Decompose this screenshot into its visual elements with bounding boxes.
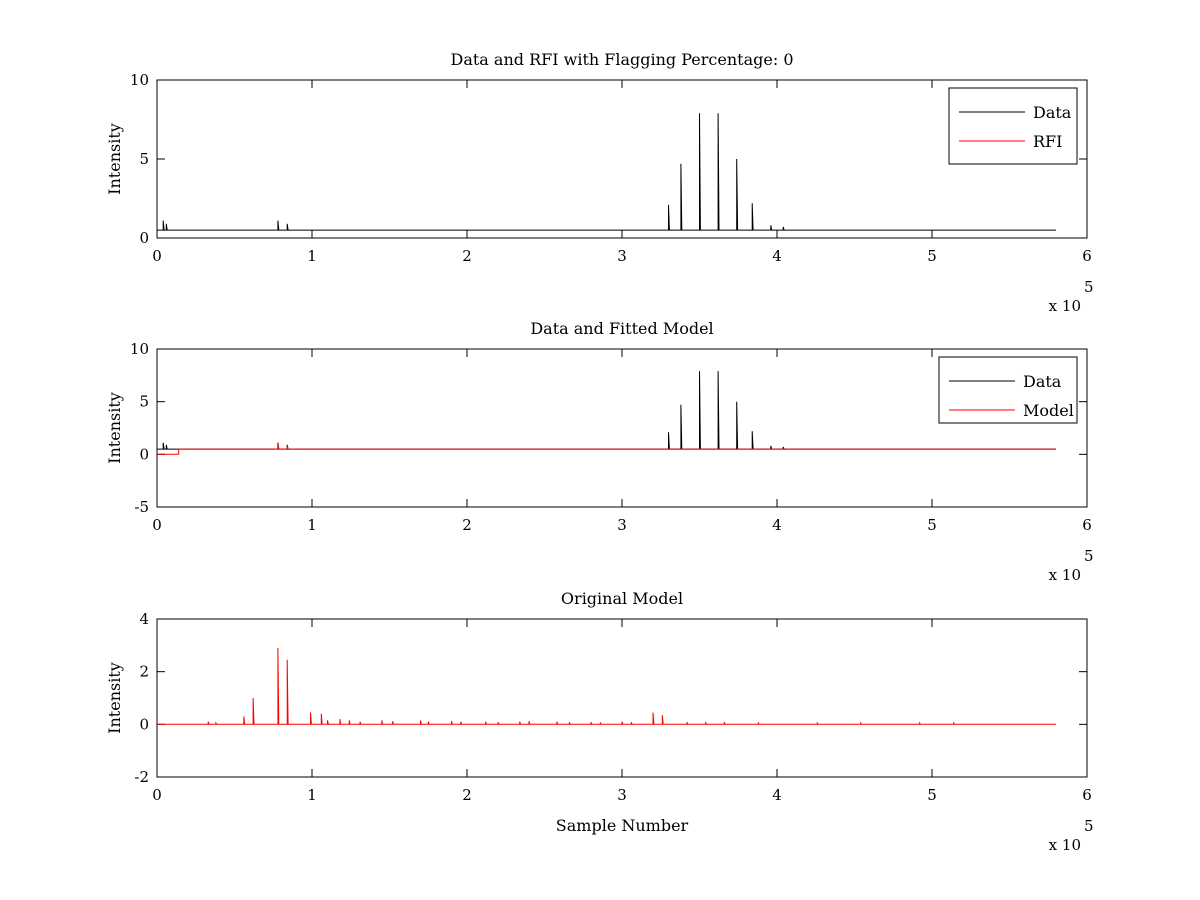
y-axis-label: Intensity bbox=[105, 392, 124, 464]
legend-label: RFI bbox=[1033, 132, 1062, 151]
series-line-model bbox=[157, 647, 1056, 725]
x-tick-label: 0 bbox=[152, 516, 162, 534]
x-tick-label: 3 bbox=[617, 247, 627, 265]
x-multiplier-exponent: 5 bbox=[1084, 278, 1094, 296]
chart-title: Data and Fitted Model bbox=[530, 319, 713, 338]
x-tick-label: 4 bbox=[772, 247, 782, 265]
x-tick-label: 6 bbox=[1082, 247, 1092, 265]
chart-title: Original Model bbox=[561, 589, 683, 608]
y-tick-label: -2 bbox=[134, 768, 149, 786]
x-multiplier-exponent: 5 bbox=[1084, 817, 1094, 835]
y-tick-label: 10 bbox=[130, 71, 149, 89]
x-tick-label: 2 bbox=[462, 516, 472, 534]
legend-label: Data bbox=[1023, 372, 1062, 391]
legend-label: Data bbox=[1033, 103, 1072, 122]
series-line-data bbox=[157, 113, 1056, 231]
y-tick-label: -5 bbox=[134, 498, 149, 516]
y-tick-label: 10 bbox=[130, 340, 149, 358]
x-tick-label: 6 bbox=[1082, 786, 1092, 804]
legend: Data Model bbox=[938, 356, 1078, 424]
x-multiplier-exponent: 5 bbox=[1084, 547, 1094, 565]
x-tick-label: 3 bbox=[617, 516, 627, 534]
chart-title: Data and RFI with Flagging Percentage: 0 bbox=[450, 50, 793, 69]
subplot-1: 0 1 2 3 4 5 6 0 5 10 Data and RFI with Flagging Pe… bbox=[105, 50, 1094, 315]
y-tick-label: 4 bbox=[139, 610, 149, 628]
y-tick-label: 0 bbox=[139, 229, 149, 247]
series-line-model bbox=[157, 443, 1056, 455]
x-tick-label: 5 bbox=[927, 247, 937, 265]
y-axis-label: Intensity bbox=[105, 662, 124, 734]
axes-box bbox=[156, 618, 1088, 778]
legend-box bbox=[938, 356, 1078, 424]
y-tick-label: 5 bbox=[139, 393, 149, 411]
x-tick-label: 2 bbox=[462, 247, 472, 265]
y-axis-label: Intensity bbox=[105, 123, 124, 195]
x-tick-label: 5 bbox=[927, 786, 937, 804]
x-tick-label: 4 bbox=[772, 516, 782, 534]
x-tick-label: 5 bbox=[927, 516, 937, 534]
x-tick-label: 1 bbox=[307, 247, 317, 265]
y-tick-label: 2 bbox=[139, 663, 149, 681]
axes-box bbox=[156, 348, 1088, 508]
y-tick-label: 5 bbox=[139, 150, 149, 168]
x-multiplier-base: x 10 bbox=[1049, 566, 1081, 584]
legend-label: Model bbox=[1023, 401, 1074, 420]
x-tick-label: 4 bbox=[772, 786, 782, 804]
x-multiplier-base: x 10 bbox=[1049, 836, 1081, 854]
legend-box bbox=[948, 87, 1078, 165]
y-tick-label: 0 bbox=[139, 715, 149, 733]
legend: Data RFI bbox=[948, 87, 1078, 165]
x-tick-label: 0 bbox=[152, 786, 162, 804]
y-tick-label: 0 bbox=[139, 445, 149, 463]
x-axis-label: Sample Number bbox=[556, 816, 689, 835]
axes-box bbox=[156, 79, 1088, 239]
x-tick-label: 1 bbox=[307, 516, 317, 534]
x-tick-label: 0 bbox=[152, 247, 162, 265]
x-tick-label: 6 bbox=[1082, 516, 1092, 534]
x-tick-label: 2 bbox=[462, 786, 472, 804]
x-multiplier-base: x 10 bbox=[1049, 297, 1081, 315]
x-tick-label: 3 bbox=[617, 786, 627, 804]
x-tick-label: 1 bbox=[307, 786, 317, 804]
